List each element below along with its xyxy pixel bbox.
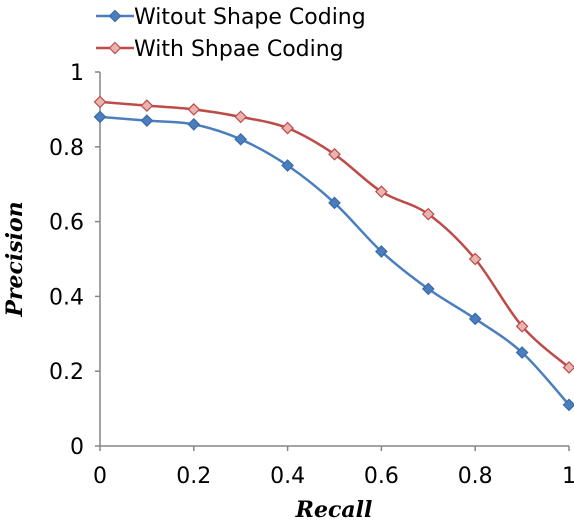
data-point-series-1 xyxy=(187,118,201,131)
legend-label-1: Witout Shape Coding xyxy=(134,5,366,30)
x-axis-title: Recall xyxy=(295,497,373,520)
data-point-series-1 xyxy=(468,312,482,326)
axes xyxy=(99,72,569,447)
y-tick-label: 0.4 xyxy=(49,285,84,310)
y-axis-title: Precision xyxy=(2,201,28,317)
x-tick-label: 1 xyxy=(562,464,574,489)
data-point-series-2 xyxy=(234,110,248,124)
x-tick-label: 0.2 xyxy=(176,464,211,489)
legend-label-2: With Shpae Coding xyxy=(134,37,344,62)
series-layer xyxy=(93,95,574,412)
data-point-series-1 xyxy=(140,114,154,127)
y-tick-label: 0 xyxy=(70,435,84,460)
x-tick-label: 0 xyxy=(93,464,107,489)
data-point-series-2 xyxy=(328,147,341,161)
data-point-series-1 xyxy=(328,196,341,210)
data-point-series-1 xyxy=(93,110,107,124)
y-tick-label: 0.2 xyxy=(49,360,84,385)
data-point-series-2 xyxy=(468,252,482,266)
data-point-series-2 xyxy=(515,319,529,333)
ticks: 0 0.2 0.4 0.6 0.8 1 0 0.2 0.4 0.6 0.8 1 xyxy=(49,61,574,489)
legend-marker-2 xyxy=(108,41,122,55)
data-point-series-2 xyxy=(93,95,107,109)
data-point-series-1 xyxy=(281,159,294,172)
y-tick-label: 1 xyxy=(70,61,84,86)
y-tick-label: 0.6 xyxy=(49,211,84,236)
data-point-series-2 xyxy=(187,103,201,116)
data-point-series-2 xyxy=(562,361,574,374)
legend: Witout Shape Coding With Shpae Coding xyxy=(96,5,366,62)
data-point-series-2 xyxy=(281,121,294,135)
x-tick-label: 0.6 xyxy=(364,464,399,489)
data-point-series-1 xyxy=(421,282,435,296)
data-point-series-1 xyxy=(375,245,388,258)
x-tick-label: 0.8 xyxy=(458,464,493,489)
x-tick-label: 0.4 xyxy=(270,464,305,489)
data-point-series-1 xyxy=(562,398,574,412)
data-point-series-2 xyxy=(140,99,154,113)
series-line-2 xyxy=(99,100,570,369)
data-point-series-1 xyxy=(515,346,529,359)
legend-marker-1 xyxy=(108,9,122,23)
y-tick-label: 0.8 xyxy=(49,136,84,161)
data-point-series-2 xyxy=(421,207,435,221)
data-point-series-1 xyxy=(234,132,248,146)
data-point-series-2 xyxy=(375,185,388,199)
